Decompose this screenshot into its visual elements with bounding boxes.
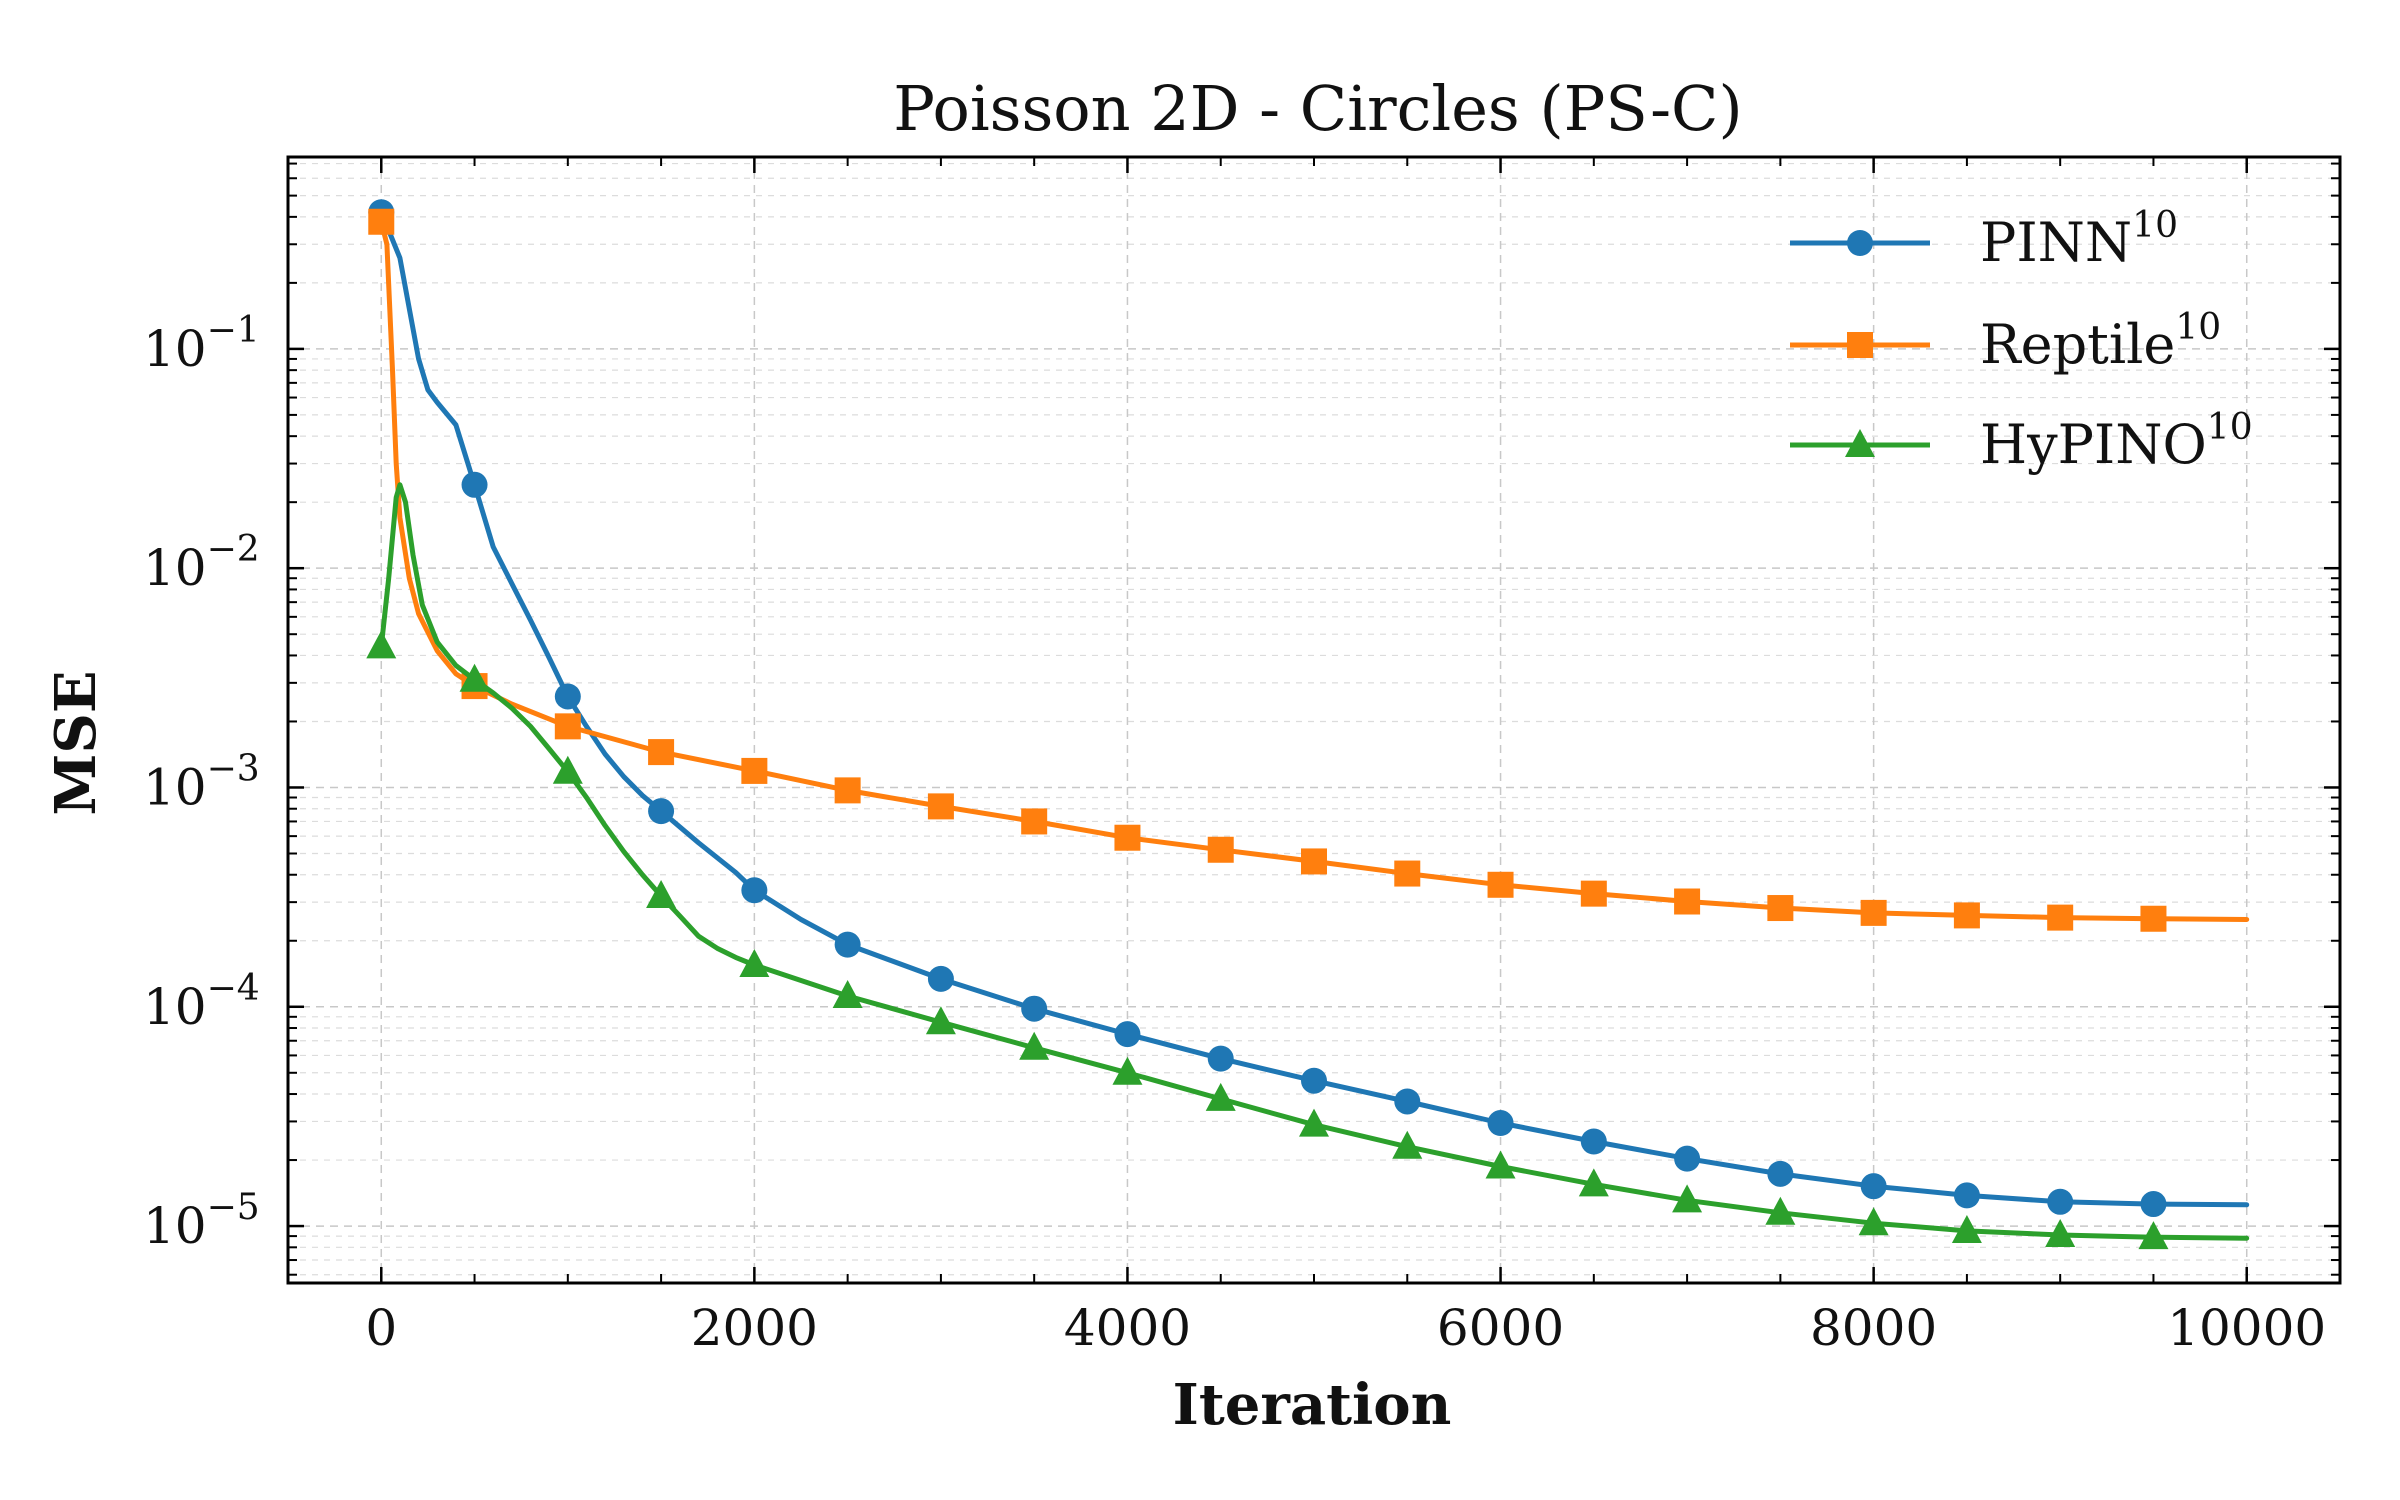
y-tick-label: 10−5	[143, 1187, 260, 1255]
pinn-marker	[1394, 1088, 1421, 1115]
reptile-marker	[1860, 899, 1887, 926]
y-tick-label: 10−3	[143, 748, 260, 816]
hypino-marker	[1112, 1056, 1143, 1085]
pinn-marker	[834, 931, 861, 958]
pinn-marker	[927, 965, 954, 992]
x-tick-label: 8000	[1810, 1299, 1937, 1357]
reptile-marker	[1301, 848, 1327, 875]
pinn-marker	[1487, 1110, 1514, 1137]
hypino-marker	[459, 663, 490, 692]
reptile-marker	[2047, 904, 2074, 931]
hypino-marker	[1578, 1168, 1609, 1197]
pinn-marker	[1114, 1021, 1141, 1048]
legend-label-hypino: HyPINO10	[1980, 407, 2253, 476]
hypino-marker	[1765, 1196, 1796, 1225]
hypino-marker	[1392, 1130, 1423, 1159]
reptile-marker	[1674, 888, 1701, 915]
grid	[288, 157, 2340, 1283]
hypino-marker	[552, 755, 583, 784]
pinn-marker	[1860, 1173, 1887, 1200]
pinn-marker	[1580, 1128, 1607, 1155]
hypino-marker	[1299, 1108, 1329, 1137]
pinn-marker	[1207, 1045, 1234, 1072]
hypino-marker	[832, 979, 863, 1008]
x-tick-label: 0	[365, 1299, 397, 1357]
series-layer	[366, 199, 2250, 1250]
pinn-series	[368, 199, 2250, 1218]
reptile-marker	[554, 713, 581, 740]
hypino-marker	[1672, 1184, 1703, 1213]
legend-marker-reptile	[1847, 332, 1873, 358]
reptile-marker	[1207, 836, 1234, 863]
reptile-series	[368, 208, 2250, 932]
reptile-marker	[1580, 880, 1607, 907]
x-tick-label: 2000	[691, 1299, 818, 1357]
legend-item-hypino: HyPINO10	[1790, 407, 2253, 476]
reptile-marker	[368, 208, 395, 235]
reptile-marker	[1021, 808, 1048, 835]
legend: PINN10 Reptile10 HyPINO10	[1790, 205, 2253, 476]
x-tick-label: 4000	[1064, 1299, 1191, 1357]
hypino-marker	[1858, 1207, 1889, 1236]
reptile-marker	[741, 757, 768, 784]
hypino-series	[366, 482, 2250, 1250]
hypino-marker	[925, 1006, 956, 1035]
reptile-marker	[1767, 895, 1794, 922]
reptile-marker	[1953, 902, 1980, 929]
pinn-marker	[741, 877, 768, 904]
hypino-marker	[1019, 1031, 1050, 1060]
pinn-marker	[2047, 1188, 2074, 1215]
reptile-marker	[1487, 871, 1514, 898]
hypino-marker	[2045, 1219, 2076, 1248]
hypino-marker	[1485, 1150, 1516, 1179]
y-tick-label: 10−1	[143, 310, 260, 378]
reptile-marker	[834, 777, 861, 804]
legend-label-pinn: PINN10	[1980, 205, 2178, 274]
hypino-marker	[1951, 1214, 1982, 1243]
legend-marker-hypino	[1845, 429, 1875, 457]
pinn-marker	[1674, 1145, 1701, 1172]
pinn-marker	[1301, 1067, 1327, 1094]
legend-item-pinn: PINN10	[1790, 205, 2178, 274]
y-tick-label: 10−4	[143, 968, 260, 1036]
x-tick-label: 6000	[1437, 1299, 1564, 1357]
hypino-marker	[1205, 1082, 1236, 1111]
reptile-marker	[1394, 860, 1421, 887]
reptile-marker	[2140, 905, 2167, 932]
pinn-marker	[1953, 1182, 1980, 1209]
reptile-line	[378, 219, 2250, 922]
x-axis-label: Iteration	[1173, 1372, 1452, 1438]
reptile-marker	[927, 793, 954, 820]
pinn-marker	[648, 798, 675, 825]
legend-marker-pinn	[1847, 230, 1873, 256]
pinn-marker	[1021, 995, 1048, 1022]
hypino-marker	[646, 879, 677, 908]
pinn-marker	[1767, 1160, 1794, 1187]
legend-item-reptile: Reptile10	[1790, 307, 2221, 376]
legend-label-reptile: Reptile10	[1980, 307, 2221, 376]
pinn-marker	[554, 683, 581, 710]
reptile-marker	[1114, 824, 1141, 851]
pinn-marker	[2140, 1191, 2167, 1218]
pinn-marker	[461, 471, 488, 498]
axis-ticks: 0 2000 4000 6000 8000 10000 10−1 10−2 10−3 10−4 10…	[143, 157, 2340, 1357]
reptile-marker	[648, 739, 675, 766]
x-tick-label: 10000	[2167, 1299, 2326, 1357]
chart-title: Poisson 2D - Circles (PS-C)	[893, 72, 1742, 145]
y-axis-label: MSE	[43, 670, 109, 815]
y-tick-label: 10−2	[143, 529, 260, 597]
hypino-marker	[2138, 1221, 2169, 1250]
hypino-marker	[739, 949, 770, 978]
hypino-marker	[366, 630, 397, 659]
hypino-line	[378, 482, 2250, 1241]
